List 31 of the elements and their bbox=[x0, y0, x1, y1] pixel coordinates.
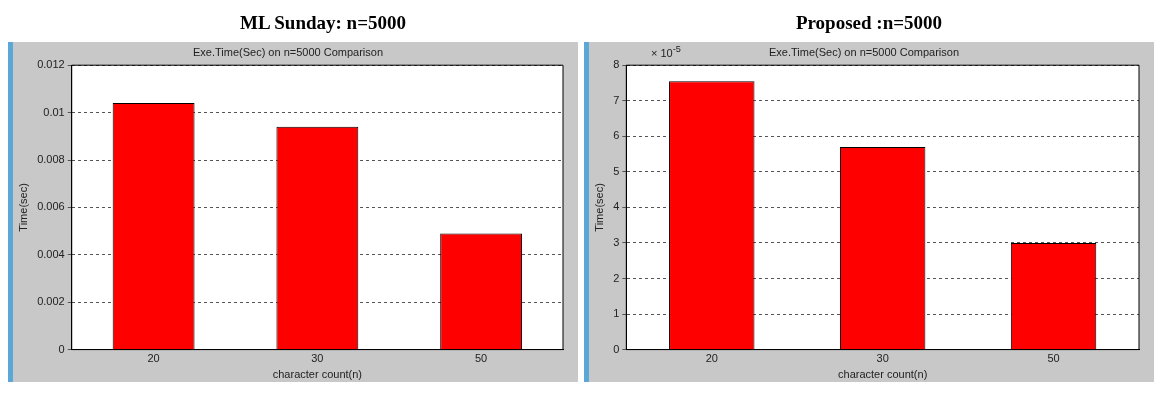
chart-title: ML Sunday: n=5000 bbox=[238, 11, 407, 35]
chart-subtitle: Exe.Time(Sec) on n=5000 Comparison bbox=[768, 45, 960, 58]
x-tick-label: 50 bbox=[475, 352, 488, 365]
x-tick-label: 30 bbox=[311, 352, 324, 365]
y-tick-label: 3 bbox=[613, 235, 620, 248]
y-tick-label: 6 bbox=[613, 129, 620, 142]
text: × 10$^{-5}$ bbox=[651, 44, 681, 59]
y-tick-label: 2 bbox=[613, 271, 620, 284]
y-axis-title: Time(sec) bbox=[16, 183, 29, 232]
y-tick-label: 0.004 bbox=[37, 247, 65, 260]
y-tick-label: 0.002 bbox=[37, 295, 65, 308]
x-axis-title: character count(n) bbox=[838, 368, 928, 381]
x-tick-label: 30 bbox=[876, 352, 889, 365]
y-tick-label: 0.01 bbox=[43, 105, 65, 118]
y-tick-label: 0 bbox=[613, 342, 620, 355]
y-tick-label: 1 bbox=[613, 307, 620, 320]
y-tick-label: 5 bbox=[613, 164, 620, 177]
x-axis-title: character count(n) bbox=[272, 368, 362, 381]
chart-title: Proposed :n=5000 bbox=[794, 11, 944, 35]
x-tick-label: 50 bbox=[1047, 352, 1060, 365]
y-tick-label: 0 bbox=[58, 342, 65, 355]
x-tick-label: 20 bbox=[147, 352, 160, 365]
chart-subtitle: Exe.Time(Sec) on n=5000 Comparison bbox=[192, 45, 384, 58]
y-axis-title: Time(sec) bbox=[592, 183, 605, 232]
y-tick-label: 0.012 bbox=[37, 58, 65, 71]
y-tick-label: 4 bbox=[613, 200, 620, 213]
x-tick-label: 20 bbox=[705, 352, 718, 365]
y-tick-label: 7 bbox=[613, 93, 620, 106]
y-tick-label: 0.008 bbox=[37, 153, 65, 166]
y-tick-label: 0.006 bbox=[37, 200, 65, 213]
y-tick-label: 8 bbox=[613, 58, 620, 71]
